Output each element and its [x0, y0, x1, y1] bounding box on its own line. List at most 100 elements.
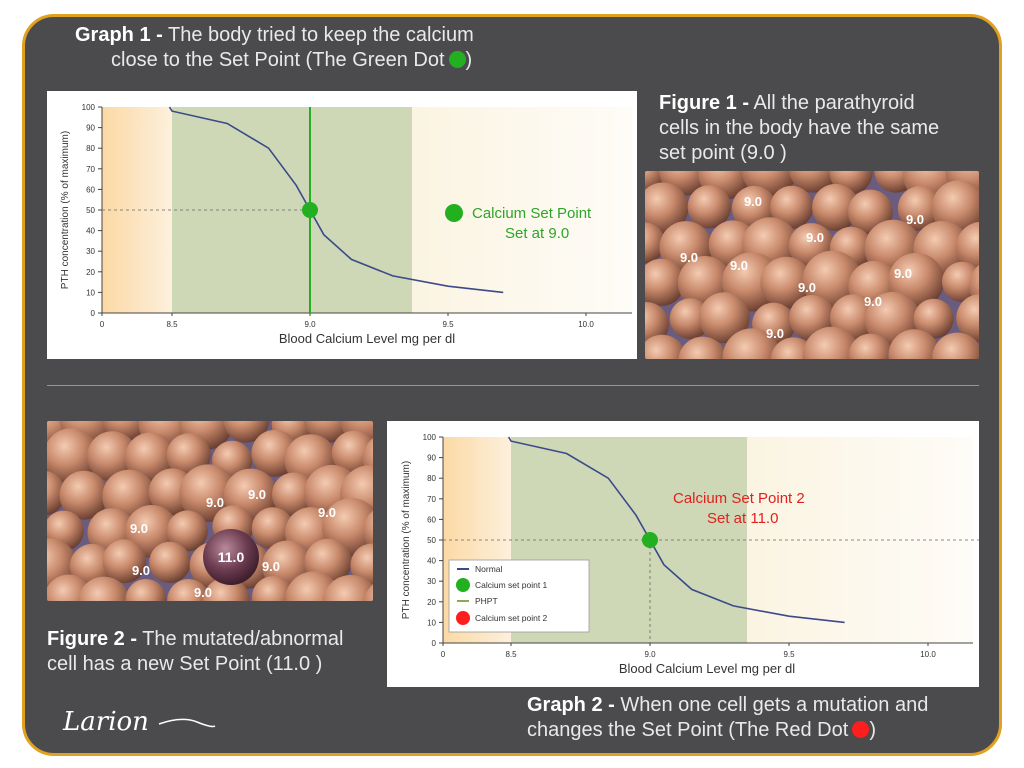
graph1-y-tick-label: 80: [86, 144, 95, 153]
graph2-x-tick-label: 9.5: [783, 650, 795, 659]
cell-label: 9.0: [318, 505, 336, 520]
graph1-x-tick-label: 0: [100, 320, 105, 329]
graph1-panel: 010203040506070809010008.59.09.510.010.5…: [47, 91, 999, 359]
graph1-y-tick-label: 90: [86, 124, 95, 133]
cell: [125, 579, 167, 601]
cell: [956, 221, 979, 273]
cell: [722, 328, 782, 359]
graph2-set-point-1-dot: [642, 532, 658, 548]
signature-text: Larion: [63, 707, 149, 737]
cell: [645, 182, 689, 234]
graph2-y-tick-label: 70: [427, 495, 436, 504]
graph2-y-tick-label: 90: [427, 454, 436, 463]
graph1-annotation-line1: Calcium Set Point: [472, 205, 592, 222]
cell: [888, 329, 941, 359]
cell: [363, 584, 373, 601]
cell-label: 9.0: [206, 495, 224, 510]
graph2-y-tick-label: 0: [432, 639, 437, 648]
cell: [802, 326, 861, 359]
graph1-x-tick-label: 9.5: [442, 320, 454, 329]
graph2-caption-end: ): [869, 719, 876, 741]
cell: [102, 539, 147, 584]
graph2-x-tick-label: 9.0: [644, 650, 656, 659]
graph1-caption-line1: The body tried to keep the calcium: [168, 24, 474, 46]
graph2-caption-bold: Graph 2 -: [527, 694, 615, 716]
figure2-caption-line1: The mutated/abnormal: [142, 628, 344, 650]
graph1-x-tick-label: 9.0: [304, 320, 316, 329]
figure1-caption-line3: set point (9.0 ): [659, 142, 787, 164]
cell: [167, 579, 211, 601]
figure1-caption: Figure 1 - All the parathyroid cells in …: [659, 91, 979, 166]
cell: [678, 336, 728, 359]
graph2-y-tick-label: 30: [427, 577, 436, 586]
cell: [669, 298, 711, 340]
graph1-y-tick-label: 60: [86, 185, 95, 194]
cell: [47, 428, 99, 484]
cell-label: 9.0: [906, 212, 924, 227]
cell: [760, 256, 813, 309]
cell: [645, 258, 685, 306]
cell: [812, 183, 860, 231]
legend-phpt: PHPT: [475, 596, 498, 606]
legend-set-point-2: Calcium set point 2: [475, 613, 548, 623]
graph2-chart: 010203040506070809010008.59.09.510.010.5…: [401, 433, 999, 676]
graph2-y-tick-label: 20: [427, 598, 436, 607]
graph1-y-tick-label: 100: [82, 103, 96, 112]
graph2-x-axis-label: Blood Calcium Level mg per dl: [619, 661, 795, 676]
cell: [77, 576, 131, 601]
graph1-caption-bold: Graph 1 -: [75, 24, 163, 46]
graph2-legend: Normal Calcium set point 1 PHPT Calcium …: [448, 559, 590, 633]
figure2-caption-bold: Figure 2 -: [47, 628, 138, 650]
graph2-x-tick-label: 8.5: [505, 650, 517, 659]
graph1-annotation-line2: Set at 9.0: [505, 225, 569, 242]
graph1-set-point-dot: [302, 202, 318, 218]
green-dot-icon: [448, 51, 466, 68]
cell: [47, 471, 66, 516]
graph2-y-tick-label: 80: [427, 474, 436, 483]
legend-set-point-1-dot: [456, 578, 470, 592]
graph2-caption-line2: changes the Set Point (The Red Dot: [527, 719, 849, 741]
legend-set-point-1: Calcium set point 1: [475, 580, 548, 590]
graph1-y-tick-label: 70: [86, 165, 95, 174]
slide-frame: Graph 1 - The body tried to keep the cal…: [22, 14, 1002, 756]
graph1-y-tick-label: 30: [86, 247, 95, 256]
cell: [271, 472, 316, 517]
signature-swash: [158, 718, 216, 728]
graph2-annotation-line1: Calcium Set Point 2: [673, 490, 805, 507]
cell: [687, 185, 731, 229]
cell: [932, 332, 979, 359]
signature-logo: Larion: [63, 707, 217, 737]
cell: [331, 430, 373, 476]
cell-label: 9.0: [248, 487, 266, 502]
cell: [179, 464, 237, 522]
graph2-y-tick-label: 10: [427, 618, 436, 627]
graph1-x-axis-label: Blood Calcium Level mg per dl: [279, 331, 455, 346]
cell-label: 9.0: [864, 294, 882, 309]
cell-label: 9.0: [766, 326, 784, 341]
graph1-y-tick-label: 0: [91, 309, 96, 318]
graph1-background-low: [102, 107, 172, 313]
graph1-caption-end: ): [465, 49, 473, 71]
graph1-normal-range: [172, 107, 412, 313]
figure2-caption-line2: cell has a new Set Point (11.0 ): [47, 653, 323, 675]
cell: [166, 510, 208, 552]
figure1-cells-image: 9.0 9.0 9.0 9.0 9.0 9.0 9.0 9.0 9.0: [645, 171, 979, 359]
cell: [59, 470, 109, 520]
graph2-y-tick-label: 60: [427, 515, 436, 524]
mutant-cell: [203, 529, 259, 585]
cell: [87, 431, 138, 482]
graph1-annotation-dot: [445, 204, 463, 222]
graph2-y-axis-label: PTH concentration (% of maximum): [401, 461, 412, 619]
mutant-cell-label: 11.0: [218, 549, 245, 565]
cell-label: 9.0: [730, 258, 748, 273]
graph2-y-tick-label: 100: [423, 433, 437, 442]
cell: [956, 294, 979, 343]
graph1-y-tick-label: 50: [86, 206, 95, 215]
cell: [897, 186, 943, 231]
cell-label: 9.0: [680, 250, 698, 265]
graph1-y-axis-label: PTH concentration (% of maximum): [60, 131, 71, 289]
section-divider: [47, 385, 979, 386]
graph1-chart: 010203040506070809010008.59.09.510.010.5…: [60, 103, 999, 346]
figure1-caption-bold: Figure 1 -: [659, 92, 750, 114]
cell: [848, 333, 893, 359]
